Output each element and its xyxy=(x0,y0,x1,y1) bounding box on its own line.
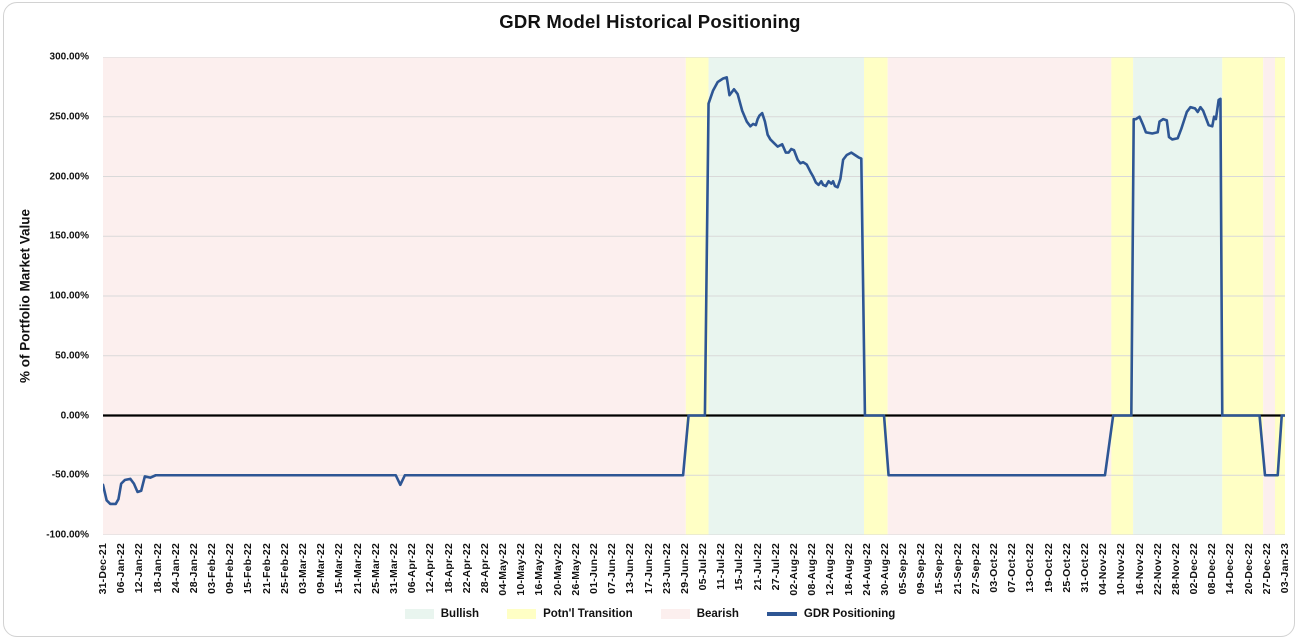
x-tick-label: 27-Jul-22 xyxy=(769,543,782,591)
y-tick-label: -100.00% xyxy=(46,529,89,541)
x-tick-label: 21-Mar-22 xyxy=(351,543,364,594)
y-tick-label: 200.00% xyxy=(49,171,89,182)
legend-item-gdr-positioning: GDR Positioning xyxy=(766,608,896,620)
y-tick-label: 50.00% xyxy=(55,350,89,362)
x-tick-label: 11-Jul-22 xyxy=(715,543,728,590)
x-tick-label: 24-Aug-22 xyxy=(860,543,873,596)
legend-label: Bullish xyxy=(440,608,480,620)
x-tick-label: 17-Jun-22 xyxy=(642,543,655,594)
x-tick-label: 14-Dec-22 xyxy=(1224,543,1237,595)
x-tick-label: 20-May-22 xyxy=(551,543,564,596)
x-tick-label: 06-Apr-22 xyxy=(406,543,419,594)
legend-item-bearish: Bearish xyxy=(660,608,739,620)
x-tick-label: 22-Apr-22 xyxy=(460,543,473,594)
plot-area xyxy=(103,57,1285,535)
series-line-gdr-positioning xyxy=(103,77,1284,504)
x-tick-label: 25-Oct-22 xyxy=(1060,543,1073,593)
x-tick-label: 12-Jan-22 xyxy=(133,543,146,594)
y-tick-label: 300.00% xyxy=(49,51,89,63)
legend-label: Potn'l Transition xyxy=(543,608,633,620)
x-tick-label: 12-Apr-22 xyxy=(424,543,437,594)
x-tick-label: 15-Mar-22 xyxy=(333,543,346,594)
x-tick-label: 07-Oct-22 xyxy=(1006,543,1019,593)
x-tick-label: 05-Sep-22 xyxy=(897,543,910,595)
x-tick-label: 29-Jun-22 xyxy=(678,543,691,594)
legend: Bullish Potn'l Transition Bearish GDR Posit… xyxy=(0,608,1300,620)
x-tick-label: 16-May-22 xyxy=(533,543,546,596)
x-tick-label: 08-Dec-22 xyxy=(1206,543,1219,595)
x-tick-label: 03-Feb-22 xyxy=(206,543,219,594)
x-tick-label: 18-Aug-22 xyxy=(842,543,855,596)
x-tick-label: 28-Apr-22 xyxy=(478,543,491,594)
x-tick-label: 13-Oct-22 xyxy=(1024,543,1037,593)
x-tick-label: 30-Aug-22 xyxy=(878,543,891,596)
x-tick-label: 02-Aug-22 xyxy=(788,543,800,596)
legend-label: Bearish xyxy=(696,608,739,620)
x-tick-label: 18-Apr-22 xyxy=(442,543,455,594)
x-tick-label: 03-Oct-22 xyxy=(988,543,1001,593)
x-tick-label: 06-Jan-22 xyxy=(115,543,128,594)
legend-item-bullish: Bullish xyxy=(404,608,480,620)
chart-title: GDR Model Historical Positioning xyxy=(499,11,801,32)
x-tick-label: 04-May-22 xyxy=(497,543,510,596)
legend-line-sample xyxy=(766,612,797,616)
x-tick-label: 25-Mar-22 xyxy=(369,543,382,594)
x-tick-label: 01-Jun-22 xyxy=(587,543,600,594)
x-tick-label: 22-Nov-22 xyxy=(1151,543,1164,595)
x-tick-label: 15-Jul-22 xyxy=(733,543,746,591)
legend-item-potn-l-transition: Potn'l Transition xyxy=(507,608,633,620)
x-tick-label: 16-Nov-22 xyxy=(1133,543,1146,595)
x-tick-label: 18-Jan-22 xyxy=(151,543,164,594)
y-tick-label: 150.00% xyxy=(49,230,89,242)
x-tick-label: 03-Mar-22 xyxy=(297,543,310,594)
x-tick-label: 25-Feb-22 xyxy=(278,543,291,594)
x-tick-label: 24-Jan-22 xyxy=(169,543,182,594)
x-tick-label: 05-Jul-22 xyxy=(697,543,710,591)
x-tick-label: 26-May-22 xyxy=(569,543,582,596)
legend-color-swatch xyxy=(660,609,690,619)
legend-color-swatch xyxy=(507,609,537,619)
x-tick-label: 10-Nov-22 xyxy=(1115,543,1128,595)
x-tick-label: 10-May-22 xyxy=(515,543,528,596)
y-tick-label: -50.00% xyxy=(51,469,89,481)
x-tick-label: 04-Nov-22 xyxy=(1097,543,1110,595)
x-tick-label: 20-Dec-22 xyxy=(1242,543,1255,595)
y-axis-tick-labels: 300.00% 250.00% 200.00% 150.00% 100.00% 50.00… xyxy=(0,52,96,541)
x-tick-label: 07-Jun-22 xyxy=(606,543,619,594)
y-tick-label: 250.00% xyxy=(49,111,89,123)
x-tick-label: 27-Sep-22 xyxy=(969,543,982,595)
legend-label: GDR Positioning xyxy=(803,608,896,620)
x-tick-label: 19-Oct-22 xyxy=(1042,543,1055,593)
x-tick-label: 15-Feb-22 xyxy=(242,543,255,594)
x-tick-label: 23-Jun-22 xyxy=(660,543,673,594)
x-tick-label: 27-Dec-22 xyxy=(1260,543,1273,595)
x-tick-label: 28-Jan-22 xyxy=(187,543,200,594)
x-axis-tick-labels: 31-Dec-21 06-Jan-22 12-Jan-22 18-Jan-22 24-J… xyxy=(97,539,1291,603)
plot-svg xyxy=(103,57,1285,535)
x-tick-label: 09-Feb-22 xyxy=(224,543,237,594)
x-tick-label: 09-Sep-22 xyxy=(915,543,928,595)
x-tick-label: 21-Jul-22 xyxy=(751,543,764,591)
x-tick-label: 21-Sep-22 xyxy=(951,543,964,595)
x-tick-label: 02-Dec-22 xyxy=(1188,543,1201,595)
x-tick-label: 09-Mar-22 xyxy=(315,543,328,594)
x-tick-label: 31-Dec-21 xyxy=(97,543,109,595)
legend-color-swatch xyxy=(404,609,434,619)
y-tick-label: 100.00% xyxy=(49,290,89,302)
x-tick-label: 12-Aug-22 xyxy=(824,543,837,596)
x-tick-label: 28-Nov-22 xyxy=(1169,543,1182,595)
x-tick-label: 31-Mar-22 xyxy=(387,543,400,594)
x-tick-label: 31-Oct-22 xyxy=(1078,543,1091,593)
x-tick-label: 21-Feb-22 xyxy=(260,543,273,594)
y-tick-label: 0.00% xyxy=(60,410,89,421)
x-tick-label: 03-Jan-23 xyxy=(1279,543,1291,594)
x-tick-label: 08-Aug-22 xyxy=(806,543,819,596)
x-tick-label: 13-Jun-22 xyxy=(624,543,637,594)
x-tick-label: 15-Sep-22 xyxy=(933,543,946,595)
